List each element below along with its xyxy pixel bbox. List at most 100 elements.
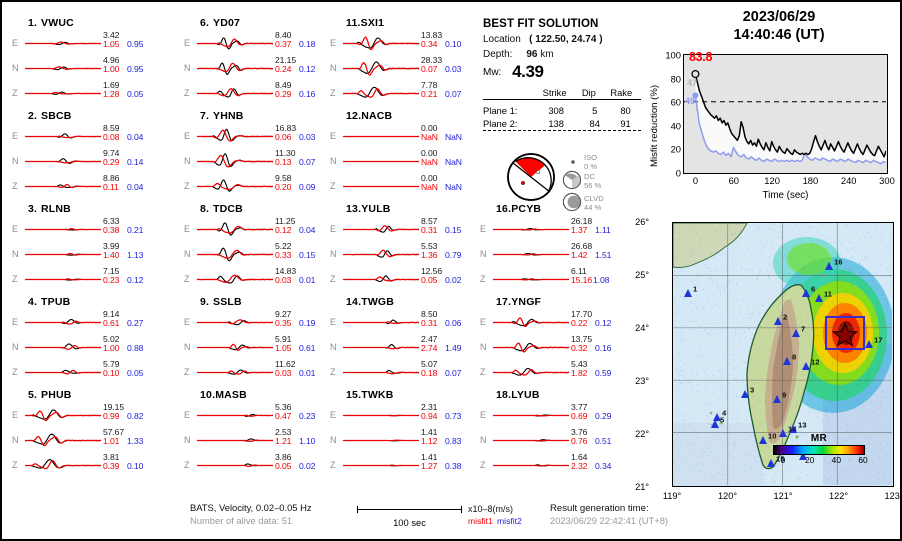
mech-clvd: CLVD 44 % [584, 194, 604, 212]
station-panel: 11.SXI1 E 13.83 0.34 0.10 N 28.33 0.07 0.03 Z 7.78… [324, 16, 474, 109]
misfit1-value: 1.40 [103, 250, 120, 260]
misfit2-value: 0.01 [299, 368, 316, 378]
generation-time-label: Result generation time: [550, 503, 649, 514]
map-station-marker-2[interactable] [774, 317, 782, 325]
misfit1-value: 0.03 [275, 368, 292, 378]
station-number: 14. [346, 296, 362, 308]
map-station-marker-10[interactable] [759, 436, 767, 444]
map-station-marker-5[interactable] [711, 420, 719, 428]
trace-row: Z 7.78 0.21 0.07 [324, 80, 474, 106]
waveform-trace [493, 453, 569, 478]
waveform-trace [343, 453, 419, 478]
map-station-marker-14[interactable] [779, 429, 787, 437]
map-station-marker-18[interactable] [799, 452, 807, 460]
trace-row: Z 8.49 0.29 0.16 [178, 80, 328, 106]
misfit1-value: 0.99 [103, 411, 120, 421]
trace-row: E 5.36 0.47 0.23 [178, 402, 328, 428]
misfit2-value: 0.10 [445, 39, 462, 49]
component-label-z: Z [330, 274, 336, 284]
map-station-marker-4[interactable] [713, 413, 721, 421]
trace-row: E 2.31 0.94 0.73 [324, 402, 474, 428]
map-station-marker-17[interactable] [865, 340, 873, 348]
y-axis-tick: 40 [670, 120, 681, 132]
misfit1-value: 15.16 [571, 275, 593, 285]
map-station-marker-12[interactable] [802, 362, 810, 370]
map-station-marker-8[interactable] [783, 357, 791, 365]
component-label-n: N [480, 435, 487, 445]
waveform-trace [343, 149, 419, 174]
station-title: 11.SXI1 [346, 16, 474, 31]
map-station-marker-9[interactable] [773, 395, 781, 403]
map-lat-tick: 21° [635, 482, 649, 492]
component-label-z: Z [12, 181, 18, 191]
amplitude-value: 28.33 [421, 55, 443, 65]
station-number: 16. [496, 203, 512, 215]
waveform-trace [196, 242, 274, 267]
trace-row: E 3.42 1.05 0.95 [6, 30, 156, 56]
amplitude-value: 1.41 [421, 427, 438, 437]
component-label-e: E [184, 224, 191, 234]
map-graphics [673, 223, 893, 485]
y-axis-tick: 20 [670, 143, 681, 155]
component-label-e: E [12, 410, 19, 420]
component-label-z: Z [12, 460, 18, 470]
map-station-marker-11[interactable] [815, 294, 823, 302]
waveform-trace [343, 428, 419, 453]
station-panel: 17.YNGF E 17.70 0.22 0.12 N 13.75 0.32 0.16 Z 5.43… [474, 295, 624, 388]
station-panel: 1. VWUC E 3.42 1.05 0.95 N 4.96 1.00 0.95 Z 1.69 1.2… [6, 16, 156, 109]
amplitude-value: 2.47 [421, 334, 438, 344]
map-station-label-13: 13 [798, 420, 807, 430]
misfit1-value: 2.32 [571, 461, 588, 471]
map-station-label-1: 1 [693, 284, 698, 294]
map-plot-area[interactable]: 123456789101112131415161718 [672, 222, 894, 487]
misfit2-value: 0.12 [595, 318, 612, 328]
map-lon-tick: 119° [662, 491, 682, 501]
misfit2-value: 0.05 [127, 368, 144, 378]
misfit1-value: 1.00 [103, 64, 120, 74]
map-station-marker-3[interactable] [741, 390, 749, 398]
component-label-e: E [184, 410, 191, 420]
table-header-row: Strike Dip Rake [483, 86, 641, 99]
waveform-trace [197, 403, 273, 428]
trace-row: Z 5.07 0.18 0.07 [324, 359, 474, 385]
colorbar-tick: 60 [858, 455, 868, 465]
amplitude-value: 2.31 [421, 402, 438, 412]
misfit1-value: 1.00 [103, 343, 120, 353]
network-info: BATS, Velocity, 0.02–0.05 Hz [190, 502, 312, 513]
map-station-marker-6[interactable] [802, 289, 810, 297]
amplitude-value: 8.49 [275, 80, 292, 90]
map-station-marker-7[interactable] [792, 329, 800, 337]
location-label: Location [483, 34, 521, 45]
station-column-1: 1. VWUC E 3.42 1.05 0.95 N 4.96 1.00 0.95 Z 1.69 1.2… [6, 16, 156, 481]
map-station-marker-15[interactable] [767, 459, 775, 467]
component-label-e: E [330, 410, 337, 420]
trace-row: E 17.70 0.22 0.12 [474, 309, 624, 335]
map-station-label-4: 4 [722, 408, 727, 418]
misfit2-value: 0.79 [445, 250, 462, 260]
waveform-trace [343, 360, 420, 385]
amplitude-value: 9.58 [275, 173, 292, 183]
misfit2-value: 0.23 [299, 411, 316, 421]
station-code: LYUB [511, 389, 540, 401]
map-station-marker-1[interactable] [684, 289, 692, 297]
amplitude-value: 8.86 [103, 173, 120, 183]
map-station-marker-16[interactable] [825, 262, 833, 270]
epicenter-highlight-box [825, 316, 865, 350]
annotation-47: 47 [687, 78, 698, 88]
misfit2-value: 0.10 [127, 461, 144, 471]
station-panel: 3. RLNB E 6.33 0.38 0.21 N 3.99 1.40 1.13 Z 7.15 0.2… [6, 202, 156, 295]
iso-symbol-icon [571, 160, 575, 164]
station-code: YNGF [511, 296, 542, 308]
amplitude-value: 14.83 [275, 266, 297, 276]
station-column-4: 16.PCYB E 26.18 1.37 1.11 N 26.68 1.42 1.51 Z 6.11… [474, 202, 624, 481]
amplitude-value: 7.15 [103, 266, 120, 276]
misfit2-value: 0.12 [127, 275, 144, 285]
station-code: MASB [215, 389, 247, 401]
waveform-trace [493, 217, 569, 242]
station-code: SBCB [41, 110, 72, 122]
waveform-trace [196, 267, 274, 292]
waveform-trace [492, 310, 570, 335]
map-station-marker-13[interactable] [789, 425, 797, 433]
trace-row: E 6.33 0.38 0.21 [6, 216, 156, 242]
